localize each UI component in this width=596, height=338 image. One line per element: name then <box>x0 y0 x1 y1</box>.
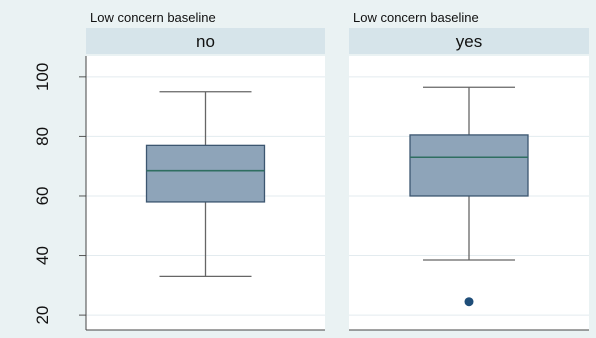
panel-yes: Low concern baseline yes <box>349 10 589 331</box>
y-tick-label: 80 <box>33 127 52 146</box>
panel-strip-label: yes <box>456 32 482 51</box>
panel-title: Low concern baseline <box>353 10 479 25</box>
y-tick-label: 20 <box>33 306 52 325</box>
y-axis: 20 40 60 80 100 <box>33 63 86 325</box>
y-tick-label: 40 <box>33 246 52 265</box>
panel-no: Low concern baseline no <box>85 10 325 331</box>
panel-strip-label: no <box>196 32 215 51</box>
outlier-point <box>464 297 474 307</box>
panel-strip <box>86 28 325 54</box>
box-iqr <box>409 134 529 197</box>
box-iqr <box>145 144 266 203</box>
panel-strip <box>349 28 589 54</box>
y-tick-label: 60 <box>33 187 52 206</box>
panel-title: Low concern baseline <box>90 10 216 25</box>
y-tick-label: 100 <box>33 63 52 91</box>
